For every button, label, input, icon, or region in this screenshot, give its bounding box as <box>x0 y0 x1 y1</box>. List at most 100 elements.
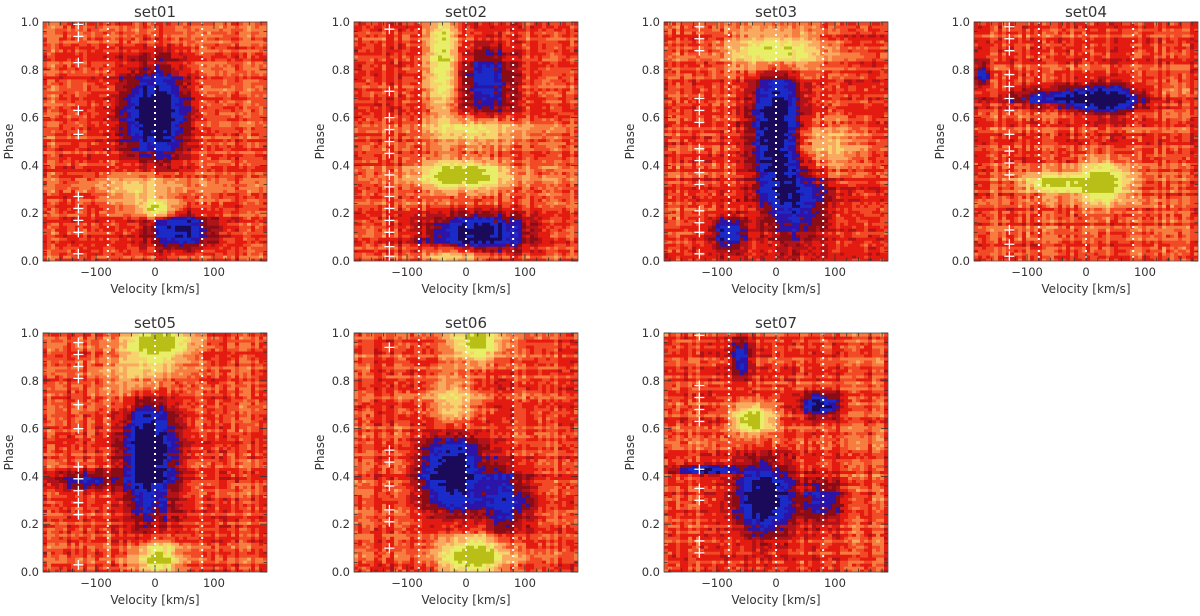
heatmap-cell <box>179 225 184 229</box>
heatmap-cell <box>251 231 256 235</box>
heatmap-cell <box>446 237 451 241</box>
x-tick-label: 100 <box>203 265 225 279</box>
heatmap-cell <box>223 228 228 232</box>
heatmap-cell <box>55 114 60 119</box>
heatmap-cell <box>59 165 64 169</box>
heatmap-cell <box>123 105 128 110</box>
heatmap-cell <box>458 240 463 244</box>
heatmap-cell <box>251 234 256 238</box>
heatmap-cell <box>247 72 252 77</box>
heatmap-cell <box>167 231 172 235</box>
heatmap-cell <box>135 81 140 86</box>
heatmap-cell <box>167 153 172 158</box>
heatmap-cell <box>123 246 128 250</box>
heatmap-cell <box>243 108 248 113</box>
heatmap-cell <box>87 90 92 95</box>
heatmap-cell <box>211 231 216 235</box>
heatmap-cell <box>231 249 236 253</box>
heatmap-cell <box>195 204 200 208</box>
heatmap-cell <box>75 66 80 71</box>
heatmap-cell <box>107 42 112 47</box>
heatmap-cell <box>131 81 136 86</box>
heatmap-cell <box>195 147 200 152</box>
heatmap-cell <box>43 27 48 32</box>
heatmap-cell <box>374 255 379 259</box>
heatmap-cell <box>71 39 76 44</box>
heatmap-cell <box>215 150 220 155</box>
heatmap-cell <box>47 111 52 116</box>
heatmap-cell <box>406 249 411 253</box>
heatmap-cell <box>59 36 64 41</box>
heatmap-cell <box>251 186 256 190</box>
heatmap-cell <box>47 81 52 86</box>
heatmap-cell <box>474 243 479 247</box>
heatmap-cell <box>211 165 216 169</box>
heatmap-cell <box>235 105 240 110</box>
heatmap-cell <box>223 117 228 122</box>
heatmap-cell <box>95 57 100 62</box>
heatmap-cell <box>255 42 260 47</box>
heatmap-cell <box>123 39 128 44</box>
heatmap-cell <box>207 153 212 158</box>
heatmap-cell <box>47 204 52 208</box>
heatmap-cell <box>111 105 116 110</box>
heatmap-cell <box>199 102 204 107</box>
heatmap-cell <box>119 195 124 199</box>
heatmap-cell <box>390 258 395 261</box>
heatmap-cell <box>223 132 228 137</box>
heatmap-cell <box>219 207 224 211</box>
heatmap-cell <box>219 126 224 131</box>
heatmap-cell <box>251 201 256 205</box>
heatmap-cell <box>163 90 168 95</box>
heatmap-cell <box>163 93 168 98</box>
heatmap-cell <box>223 222 228 226</box>
heatmap-cell <box>55 147 60 152</box>
heatmap-cell <box>67 24 72 29</box>
heatmap-cell <box>211 201 216 205</box>
heatmap-cell <box>251 153 256 158</box>
heatmap-cell <box>466 246 471 250</box>
heatmap-cell <box>167 123 172 128</box>
heatmap-cell <box>171 123 176 128</box>
heatmap-cell <box>526 240 531 244</box>
heatmap-cell <box>179 195 184 199</box>
heatmap-cell <box>239 102 244 107</box>
heatmap-cell <box>99 225 104 229</box>
heatmap-cell <box>231 117 236 122</box>
heatmap-cell <box>362 240 367 244</box>
heatmap-cell <box>434 252 439 256</box>
heatmap-cell <box>143 114 148 119</box>
heatmap-cell <box>51 54 56 59</box>
heatmap-cell <box>255 174 260 178</box>
heatmap-cell <box>191 27 196 32</box>
heatmap-cell <box>163 69 168 74</box>
heatmap-cell <box>67 51 72 56</box>
heatmap-cell <box>247 90 252 95</box>
heatmap-cell <box>446 246 451 250</box>
heatmap-cell <box>179 63 184 68</box>
heatmap-cell <box>51 147 56 152</box>
heatmap-cell <box>115 57 120 62</box>
heatmap-cell <box>91 186 96 190</box>
heatmap-cell <box>79 246 84 250</box>
heatmap-cell <box>47 237 52 241</box>
heatmap-cell <box>91 189 96 193</box>
heatmap-cell <box>179 171 184 175</box>
heatmap-cell <box>207 240 212 244</box>
heatmap-cell <box>151 117 156 122</box>
heatmap-cell <box>259 174 264 178</box>
heatmap-cell <box>103 222 108 226</box>
heatmap-cell <box>171 93 176 98</box>
heatmap-cell <box>79 120 84 125</box>
heatmap-cell <box>127 201 132 205</box>
heatmap-cell <box>63 138 68 143</box>
heatmap-cell <box>179 48 184 53</box>
heatmap-cell <box>151 51 156 56</box>
heatmap-cell <box>203 81 208 86</box>
heatmap-cell <box>263 114 267 119</box>
heatmap-cell <box>235 75 240 80</box>
heatmap-cell <box>131 150 136 155</box>
heatmap-cell <box>227 132 232 137</box>
heatmap-cell <box>243 228 248 232</box>
heatmap-cell <box>223 102 228 107</box>
